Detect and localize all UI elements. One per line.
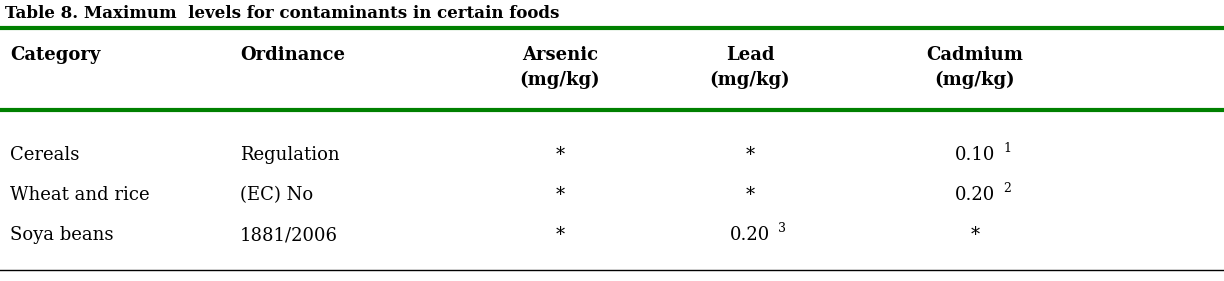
Text: *: *	[971, 226, 979, 244]
Text: Ordinance: Ordinance	[240, 46, 345, 64]
Text: 0.10: 0.10	[955, 146, 995, 164]
Text: 1881/2006: 1881/2006	[240, 226, 338, 244]
Text: *: *	[556, 186, 564, 204]
Text: Lead: Lead	[726, 46, 775, 64]
Text: Cadmium: Cadmium	[927, 46, 1023, 64]
Text: Regulation: Regulation	[240, 146, 339, 164]
Text: (mg/kg): (mg/kg)	[710, 71, 791, 89]
Text: (mg/kg): (mg/kg)	[520, 71, 600, 89]
Text: 2: 2	[1002, 182, 1011, 196]
Text: Cereals: Cereals	[10, 146, 80, 164]
Text: 0.20: 0.20	[730, 226, 770, 244]
Text: *: *	[745, 186, 754, 204]
Text: Arsenic: Arsenic	[521, 46, 599, 64]
Text: *: *	[745, 146, 754, 164]
Text: 3: 3	[778, 223, 786, 235]
Text: (mg/kg): (mg/kg)	[935, 71, 1016, 89]
Text: 1: 1	[1002, 142, 1011, 155]
Text: Soya beans: Soya beans	[10, 226, 114, 244]
Text: (EC) No: (EC) No	[240, 186, 313, 204]
Text: 0.20: 0.20	[955, 186, 995, 204]
Text: Table 8. Maximum  levels for contaminants in certain foods: Table 8. Maximum levels for contaminants…	[5, 6, 559, 22]
Text: *: *	[556, 226, 564, 244]
Text: *: *	[556, 146, 564, 164]
Text: Wheat and rice: Wheat and rice	[10, 186, 149, 204]
Text: Category: Category	[10, 46, 100, 64]
